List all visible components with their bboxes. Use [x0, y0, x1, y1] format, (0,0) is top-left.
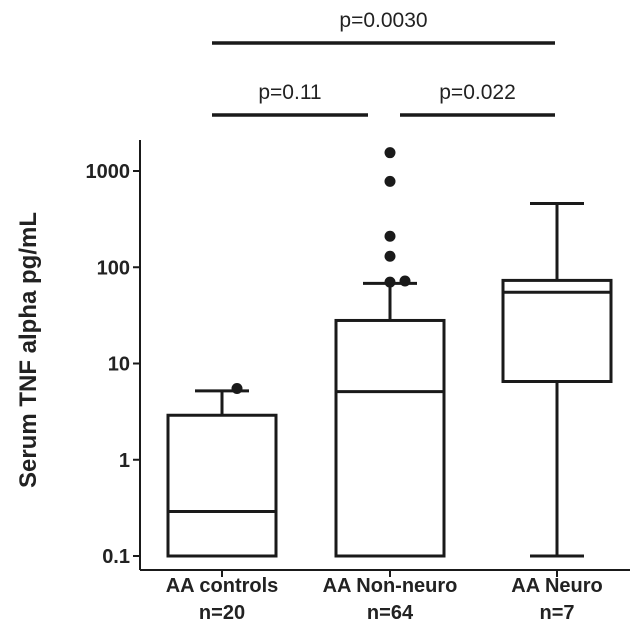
- box-group-2: [334, 147, 446, 558]
- iqr-box: [166, 413, 278, 558]
- outlier-point: [399, 275, 411, 287]
- significance-brackets: p=0.11 p=0.022 p=0.0030: [212, 9, 555, 117]
- outlier-point: [384, 147, 396, 159]
- axis-labels: Serum TNF alpha pg/mL: [15, 212, 42, 488]
- outlier-point: [384, 276, 396, 288]
- x-category-label: AA Neuro: [511, 575, 602, 597]
- box-series: [166, 147, 613, 558]
- x-category-label: AA Non-neuro: [323, 575, 458, 597]
- iqr-box: [334, 318, 446, 558]
- x-category-count: n=64: [367, 602, 414, 624]
- box-group-1: [166, 382, 278, 558]
- outlier-point: [231, 382, 243, 394]
- outlier-point: [384, 175, 396, 187]
- p-value-label: p=0.11: [258, 81, 321, 104]
- y-tick-label: 0.1: [102, 546, 130, 568]
- x-category-count: n=20: [199, 602, 245, 624]
- y-tick-label: 100: [97, 257, 130, 279]
- axes: 0.1 1 10 100 1000 AA controls n=20 AA Non-neuro…: [86, 140, 630, 624]
- y-tick-label: 1000: [86, 161, 131, 183]
- iqr-box: [501, 278, 613, 384]
- outlier-point: [384, 230, 396, 242]
- p-value-label: p=0.0030: [339, 9, 427, 32]
- x-category-count: n=7: [539, 602, 574, 624]
- p-value-label: p=0.022: [439, 81, 516, 104]
- box-group-3: [501, 201, 613, 558]
- y-axis-label: Serum TNF alpha pg/mL: [15, 212, 42, 488]
- y-tick-label: 1: [119, 450, 130, 472]
- x-category-label: AA controls: [166, 575, 279, 597]
- y-tick-label: 10: [108, 354, 130, 376]
- outlier-point: [384, 250, 396, 262]
